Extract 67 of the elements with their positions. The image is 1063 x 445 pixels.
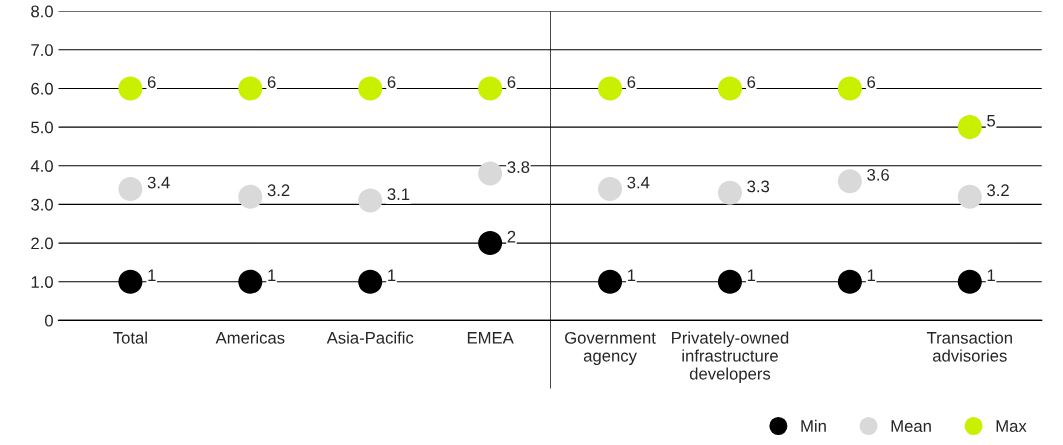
y-tick-label: 3.0 — [31, 198, 53, 211]
point — [358, 269, 383, 294]
point — [598, 176, 623, 201]
point — [598, 269, 623, 294]
point — [478, 231, 503, 256]
point — [717, 76, 742, 101]
data-label: 1 — [867, 269, 875, 282]
data-label: 6 — [867, 76, 876, 88]
x-tick-label: Government agency — [565, 331, 656, 365]
point — [358, 188, 383, 213]
y-tick-label: 5.0 — [31, 121, 53, 134]
y-tick-label: 6.0 — [31, 82, 53, 95]
point — [238, 184, 263, 209]
data-label: 3.4 — [147, 176, 170, 189]
data-label: 3.3 — [747, 180, 770, 193]
point — [478, 76, 503, 101]
point — [717, 180, 742, 205]
point — [238, 76, 263, 101]
point — [238, 269, 263, 294]
point — [837, 169, 862, 194]
data-label: 5 — [987, 114, 996, 127]
point — [837, 269, 862, 294]
point — [598, 76, 623, 101]
data-label: 3.4 — [627, 176, 650, 189]
point — [717, 269, 742, 294]
data-label: 1 — [628, 269, 636, 282]
data-label: 3.1 — [387, 188, 410, 201]
x-tick-label: Privately-owned infrastructure developers — [672, 331, 789, 383]
data-label: 3.2 — [987, 184, 1009, 197]
data-label: 3.2 — [267, 184, 290, 197]
point — [118, 269, 143, 294]
x-tick-label: Asia-Pacific — [326, 331, 414, 344]
legend-label: Max — [996, 420, 1027, 432]
data-label: 3.6 — [867, 168, 889, 181]
y-tick-label: 7.0 — [31, 44, 53, 56]
x-tick-label: Transaction advisories — [926, 331, 1012, 362]
y-tick-label: 8.0 — [31, 5, 53, 18]
point — [837, 76, 862, 101]
data-label: 6 — [147, 76, 156, 88]
data-label: 1 — [987, 269, 995, 282]
data-label: 6 — [747, 76, 756, 88]
data-label: 6 — [267, 76, 276, 88]
y-tick-label: 1.0 — [31, 276, 53, 288]
data-label: 1 — [747, 269, 756, 282]
x-tick-label: EMEA — [467, 332, 514, 344]
y-tick-label: 2.0 — [31, 237, 53, 250]
data-label: 1 — [148, 269, 156, 282]
point — [478, 161, 503, 186]
x-tick-label: Total — [113, 331, 147, 344]
point — [957, 269, 982, 294]
x-tick-label: Americas — [215, 331, 285, 344]
point — [957, 115, 982, 140]
point — [118, 76, 143, 101]
data-label: 6 — [627, 76, 636, 88]
legend-label: Min — [801, 419, 826, 432]
data-label: 2 — [507, 230, 516, 243]
legend-label: Mean — [891, 420, 931, 432]
y-tick-label: 0 — [44, 314, 53, 327]
data-label: 6 — [507, 76, 516, 88]
data-label: 1 — [268, 269, 276, 282]
point — [358, 76, 383, 101]
data-label: 1 — [388, 269, 396, 282]
data-label: 3.8 — [507, 161, 530, 173]
y-tick-label: 4.0 — [30, 160, 53, 172]
point — [957, 184, 982, 209]
point — [118, 176, 143, 201]
data-label: 6 — [387, 76, 396, 88]
